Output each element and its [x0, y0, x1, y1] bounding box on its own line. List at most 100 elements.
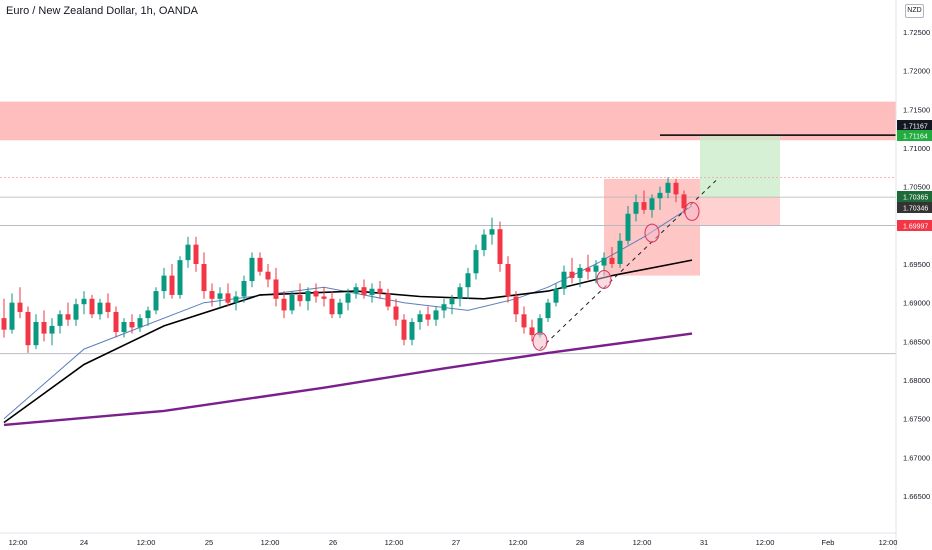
- time-tick-label: 12:00: [137, 538, 156, 547]
- candle-body: [81, 298, 87, 305]
- price-label-text: 1.70346: [903, 206, 928, 213]
- time-tick-label: 12:00: [509, 538, 528, 547]
- candle-body: [505, 264, 511, 297]
- horizontal-lines-layer: [0, 134, 896, 355]
- price-label-text: 1.69997: [903, 224, 928, 231]
- price-label-bg: [897, 202, 932, 213]
- candle-body: [449, 298, 455, 305]
- time-tick-label: 24: [80, 538, 88, 547]
- price-tick-label: 1.68500: [903, 337, 930, 346]
- candle-body: [49, 325, 55, 334]
- candle-body: [97, 302, 103, 315]
- candle-body: [25, 311, 31, 346]
- candle-body: [569, 271, 575, 278]
- candle-body: [353, 287, 359, 294]
- candle-body: [681, 194, 687, 209]
- highlight-circle: [596, 269, 612, 289]
- candle-body: [121, 322, 127, 333]
- time-tick-label: 12:00: [9, 538, 28, 547]
- candle-body: [185, 244, 191, 261]
- time-tick-label: 27: [452, 538, 460, 547]
- series-line: [3, 205, 693, 420]
- zone-target: [700, 134, 780, 198]
- candle-body: [433, 310, 439, 320]
- candle-body: [209, 291, 215, 299]
- candle-body: [297, 294, 303, 302]
- candle-body: [369, 288, 375, 295]
- annotations-layer: [532, 180, 717, 351]
- time-tick-label: 26: [329, 538, 337, 547]
- candle-body: [361, 287, 367, 295]
- candle-body: [41, 322, 47, 334]
- time-tick-label: 12:00: [261, 538, 280, 547]
- candle-body: [649, 198, 655, 210]
- time-axis-ticks: 12:00 24 12:00 25 12:00 26 12:00 27 12:00 28 12:00…: [9, 538, 898, 547]
- candle-body: [225, 293, 231, 303]
- candle-body: [561, 271, 567, 289]
- candle-body: [137, 318, 143, 328]
- price-tick-label: 1.69500: [903, 260, 930, 269]
- candle-body: [177, 260, 183, 295]
- candle-body: [673, 182, 679, 195]
- price-axis-ticks: 1.725001.720001.715001.710001.705001.700…: [903, 28, 930, 501]
- zones-layer: [0, 101, 896, 276]
- zone-supply: [0, 101, 896, 141]
- candle-body: [153, 291, 159, 311]
- candle-body: [337, 302, 343, 315]
- candles-layer: [1, 177, 687, 353]
- candle-body: [513, 296, 519, 315]
- time-tick-label: 25: [205, 538, 213, 547]
- candle-body: [481, 234, 487, 251]
- candle-body: [641, 202, 647, 210]
- candle-body: [73, 304, 79, 320]
- candle-body: [65, 314, 71, 320]
- zone-risk: [700, 197, 780, 226]
- candle-body: [457, 287, 463, 299]
- candle-body: [401, 319, 407, 340]
- time-tick-label: 12:00: [756, 538, 775, 547]
- candle-body: [257, 257, 263, 272]
- price-tick-label: 1.72000: [903, 67, 930, 76]
- candle-body: [625, 213, 631, 241]
- candle-body: [113, 311, 119, 333]
- price-label-bg: [897, 130, 932, 141]
- price-axis[interactable]: [896, 0, 932, 550]
- candle-body: [425, 314, 431, 320]
- currency-badge[interactable]: NZD: [905, 4, 924, 18]
- candle-body: [1, 318, 7, 330]
- candle-body: [161, 275, 167, 292]
- candle-body: [521, 314, 527, 328]
- time-tick-label: 12:00: [633, 538, 652, 547]
- price-label-text: 1.71164: [903, 134, 928, 141]
- candle-body: [545, 302, 551, 319]
- candle-body: [473, 250, 479, 274]
- chart-title: Euro / New Zealand Dollar, 1h, OANDA: [6, 5, 198, 17]
- candle-body: [273, 279, 279, 299]
- candle-body: [617, 240, 623, 264]
- candle-body: [585, 267, 591, 272]
- price-label-bg: [897, 120, 932, 131]
- price-label-text: 1.70365: [903, 195, 928, 202]
- candle-body: [409, 322, 415, 340]
- candle-body: [233, 296, 239, 303]
- candle-body: [145, 310, 151, 319]
- candle-body: [465, 273, 471, 288]
- price-label-bg: [897, 191, 932, 202]
- candle-body: [377, 288, 383, 294]
- highlight-circle: [684, 201, 700, 221]
- candle-body: [321, 296, 327, 299]
- candle-body: [665, 182, 671, 193]
- price-tick-label: 1.71500: [903, 105, 930, 114]
- candle-body: [281, 298, 287, 311]
- moving-averages-layer: [3, 205, 693, 427]
- highlight-circle: [532, 331, 548, 351]
- candle-body: [417, 314, 423, 322]
- candle-body: [305, 291, 311, 302]
- candle-body: [497, 229, 503, 264]
- candle-body: [89, 298, 95, 315]
- candle-body: [441, 304, 447, 311]
- price-label-bg: [897, 220, 932, 231]
- candle-body: [609, 257, 615, 264]
- price-tick-label: 1.67000: [903, 453, 930, 462]
